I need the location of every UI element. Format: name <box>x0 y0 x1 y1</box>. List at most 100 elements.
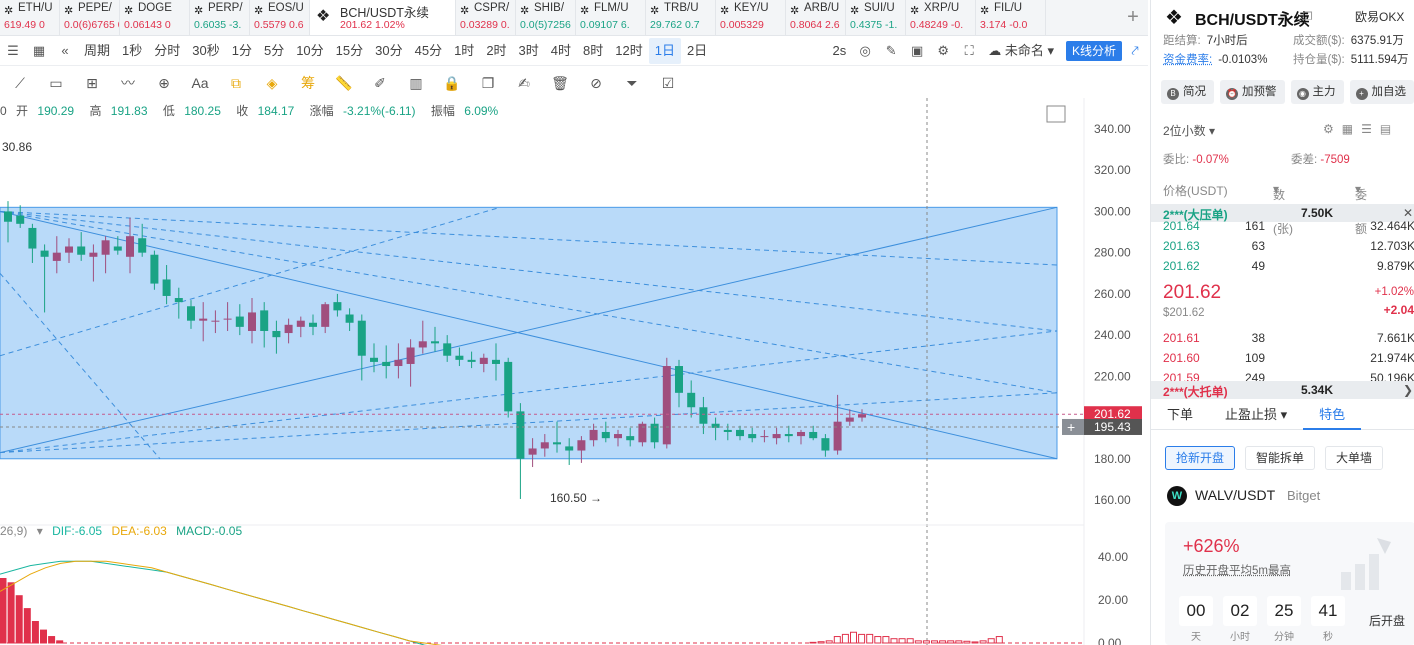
ticker-tab[interactable]: ✲ FLM/U 0.09107 6. <box>576 0 646 35</box>
grid-tool-icon[interactable]: ⊞ <box>86 74 98 91</box>
big-ask-band[interactable]: 2***(大压单) 7.50K ✕ <box>1151 204 1414 222</box>
refresh-interval[interactable]: 2s <box>832 42 847 58</box>
overview-button[interactable]: B 简况 <box>1161 80 1214 104</box>
trash-icon[interactable]: 🗑 <box>551 74 569 91</box>
qty-column-header[interactable]: 数量(张) ▾ <box>1273 182 1293 236</box>
menu-icon[interactable]: ☰ <box>7 42 19 58</box>
ticker-tab[interactable]: ✲ SUI/U 0.4375 -1. <box>846 0 906 35</box>
ask-row[interactable]: 201.63 63 12.703K <box>1151 236 1414 256</box>
period-option[interactable]: 4时 <box>550 42 572 58</box>
strategy-tool-icon[interactable]: 筹 <box>301 75 315 91</box>
tab-new-listing[interactable]: 抢新开盘 <box>1165 446 1236 470</box>
gear-icon[interactable]: ⚙ <box>937 42 950 58</box>
brush-tool-icon[interactable]: ✐ <box>374 74 386 91</box>
crosshair-tool-icon[interactable]: ⊕ <box>158 74 170 91</box>
tab-place-order[interactable]: 下单 <box>1167 407 1194 422</box>
text-tool-icon[interactable]: Aa <box>191 75 209 91</box>
close-icon[interactable]: ✕ <box>1402 206 1413 220</box>
ticker-tab[interactable]: ✲ ARB/U 0.8064 2.6 <box>786 0 846 35</box>
collapse-icon[interactable]: « <box>61 43 69 58</box>
filter-icon[interactable]: ⏷ <box>626 74 638 91</box>
expand-icon[interactable]: ❯ <box>1402 383 1413 397</box>
period-option[interactable]: 30秒 <box>192 42 220 58</box>
period-selector[interactable]: 周期 <box>84 42 111 58</box>
tab-smart-split[interactable]: 智能拆单 <box>1245 446 1316 470</box>
orderbook-view-icons[interactable]: ⚙▦☰▤ <box>1323 122 1400 136</box>
period-option[interactable]: 2日 <box>686 42 708 58</box>
bid-row[interactable]: 201.60 109 21.974K <box>1151 348 1414 368</box>
fullscreen-icon[interactable]: ⛶ <box>964 42 974 58</box>
ticker-tab[interactable]: ✲ PERP/0.6035 -3. <box>190 0 250 35</box>
period-option[interactable]: 1秒 <box>122 42 143 58</box>
rectangle-tool-icon[interactable]: ▭ <box>49 74 63 91</box>
layout-name[interactable]: ☁ 未命名 ▾ <box>988 42 1054 58</box>
ticker-tab[interactable]: ✲ XRP/U 0.48249 -0. <box>906 0 976 35</box>
period-option[interactable]: 1分 <box>231 42 252 58</box>
ruler-tool-icon[interactable]: 📏 <box>335 74 353 91</box>
ticker-tab[interactable]: ✲ DOGE 0.06143 0 <box>120 0 190 35</box>
funding-label[interactable]: 资金费率: <box>1163 54 1213 66</box>
ask-row[interactable]: 201.64 161 32.464K <box>1151 216 1414 236</box>
ticker-tab[interactable]: ✲ ETH/U 619.49 0 <box>0 0 60 35</box>
period-option[interactable]: 3时 <box>518 42 539 58</box>
kline-analysis-button[interactable]: K线分析 <box>1065 40 1122 61</box>
share-icon[interactable]: ⤤ <box>1131 42 1139 58</box>
magnet-icon[interactable]: ⊘ <box>590 74 602 91</box>
ticker-tab[interactable]: ✲ CSPR/0.03289 0. <box>456 0 516 35</box>
tab-featured[interactable]: 特色 <box>1303 400 1362 430</box>
period-option[interactable]: 45分 <box>414 42 443 58</box>
add-alert-button[interactable]: ⏰ 加预警 <box>1220 80 1285 104</box>
ticker-tab[interactable]: ❖ BCH/USDT永续 201.62 1.02% <box>310 0 456 35</box>
ticker-tab[interactable]: ✲ KEY/U 0.005329 <box>716 0 786 35</box>
add-tab-button[interactable]: + <box>1127 6 1139 28</box>
period-option[interactable]: 5分 <box>263 42 285 58</box>
period-option[interactable]: 1日 <box>648 37 681 64</box>
period-option[interactable]: 15分 <box>335 42 364 58</box>
add-watchlist-button[interactable]: + 加自选 <box>1349 80 1414 104</box>
pattern-tool-icon[interactable]: ⧉ <box>231 74 241 91</box>
price-chart[interactable]: 340.00 320.00 300.00 280.00 260.00 240.00 220.… <box>0 98 1148 645</box>
total-column-header[interactable]: 委托额 ▾ <box>1355 182 1368 236</box>
promo-symbol[interactable]: WALV/USDT <box>1195 487 1276 503</box>
note-icon[interactable]: ✍ <box>518 74 530 91</box>
main-force-button[interactable]: ◉ 主力 <box>1290 80 1344 104</box>
candle-tool-icon[interactable]: ▥ <box>409 74 423 91</box>
add-alert-label: 加预警 <box>1242 86 1277 98</box>
wave-tool-icon[interactable]: 〰 <box>121 75 135 91</box>
tab-order-wall[interactable]: 大单墙 <box>1325 446 1384 470</box>
ticker-tab[interactable]: ✲ TRB/U 29.762 0.7 <box>646 0 716 35</box>
copy-icon[interactable]: ❐ <box>1303 11 1313 23</box>
copy-icon[interactable]: ❐ <box>481 74 495 91</box>
new-listing-card[interactable]: +626% 历史开盘平均5m最高 00 天 02 小时 25 分钟 41 秒 后… <box>1165 522 1414 645</box>
layout-icon[interactable]: ▦ <box>32 42 46 58</box>
fib-tool-icon[interactable]: ◈ <box>266 74 278 91</box>
edit-icon[interactable]: ✎ <box>885 42 897 58</box>
fan-line <box>0 206 1058 454</box>
tab-stop-loss[interactable]: 止盈止损 ▾ <box>1225 407 1288 422</box>
check-icon[interactable]: ☑ <box>661 74 675 91</box>
ticker-tab[interactable]: ✲ PEPE/0.0(6)6765 0 <box>60 0 120 35</box>
period-option[interactable]: 8时 <box>583 42 604 58</box>
image-icon[interactable]: ▣ <box>911 42 924 58</box>
big-bid-band[interactable]: 2***(大托单) 5.34K ❯ <box>1151 381 1414 399</box>
decimal-selector[interactable]: 2位小数 ▾ <box>1163 124 1216 138</box>
macd-dropdown-icon[interactable]: ▾ <box>36 524 43 538</box>
period-option[interactable]: 分时 <box>154 42 181 58</box>
ticker-tab[interactable]: ✲ SHIB/0.0(5)7256 <box>516 0 576 35</box>
tab-price: 0.48249 -0. <box>910 19 963 31</box>
exchange-name[interactable]: 欧易OKX <box>1355 10 1405 24</box>
ticker-tab[interactable]: ✲ FIL/U 3.174 -0.0 <box>976 0 1046 35</box>
lock-icon[interactable]: 🔒 <box>443 74 461 91</box>
period-option[interactable]: 10分 <box>296 42 324 58</box>
period-option[interactable]: 1时 <box>454 42 475 58</box>
last-price-pct: +1.02% <box>1374 286 1414 298</box>
period-option[interactable]: 12时 <box>615 42 643 58</box>
bid-row[interactable]: 201.61 38 7.661K <box>1151 328 1414 348</box>
row-total: 12.703K <box>1370 239 1414 253</box>
period-option[interactable]: 2时 <box>486 42 507 58</box>
ask-row[interactable]: 201.62 49 9.879K <box>1151 256 1414 276</box>
period-option[interactable]: 30分 <box>375 42 403 58</box>
trendline-tool-icon[interactable]: ⟋ <box>15 74 25 91</box>
camera-icon[interactable]: ◎ <box>859 42 871 58</box>
ticker-tab[interactable]: ✲ EOS/U 0.5579 0.6 <box>250 0 310 35</box>
